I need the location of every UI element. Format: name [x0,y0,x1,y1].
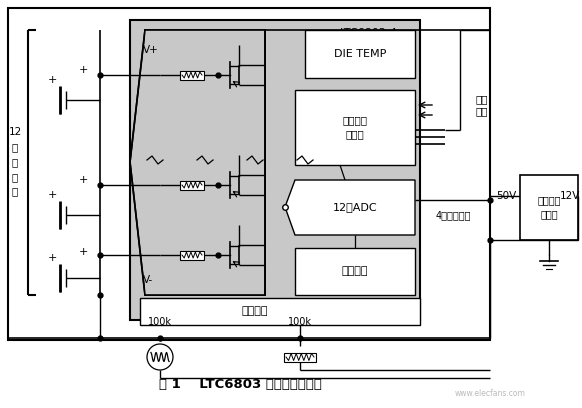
Polygon shape [130,30,265,295]
Bar [130,20,420,320]
Text: +: + [79,247,88,257]
Text: +: + [47,75,56,85]
Text: 12
节
电
池
组: 12 节 电 池 组 [8,127,22,197]
Text: V-: V- [143,275,153,285]
Text: 100k: 100k [148,317,172,327]
Text: 4位地址编码: 4位地址编码 [435,210,471,220]
Text: DIE TEMP: DIE TEMP [334,49,386,59]
Text: 寄存器及
控制器: 寄存器及 控制器 [342,115,367,139]
Text: 12V: 12V [560,191,580,201]
Text: +: + [79,65,88,75]
Text: +: + [79,175,88,185]
Bar [295,90,415,165]
Bar [520,175,578,240]
Text: +: + [47,253,56,263]
Text: +: + [47,190,56,200]
Bar [140,298,420,325]
Text: www.elecfans.com: www.elecfans.com [455,388,526,397]
Bar [295,248,415,295]
Text: 参考电压: 参考电压 [342,266,368,276]
Text: 100k: 100k [288,317,312,327]
Bar [8,8,490,340]
Bar [180,180,204,189]
Text: 隔离直流
稳压器: 隔离直流 稳压器 [537,195,560,219]
Bar [284,353,316,361]
Text: 图 1    LTC6803 内部电路原理图: 图 1 LTC6803 内部电路原理图 [158,379,321,392]
Text: 串口
信号: 串口 信号 [475,94,488,116]
Text: 12位ADC: 12位ADC [333,202,377,212]
Text: LTC6803-4: LTC6803-4 [340,28,398,38]
Bar [145,30,265,295]
Bar [180,71,204,80]
Bar [180,251,204,259]
Text: 50V: 50V [496,191,516,201]
Polygon shape [285,180,415,235]
Text: V+: V+ [143,45,159,55]
Text: 温度监测: 温度监测 [242,306,268,316]
Bar [305,30,415,78]
